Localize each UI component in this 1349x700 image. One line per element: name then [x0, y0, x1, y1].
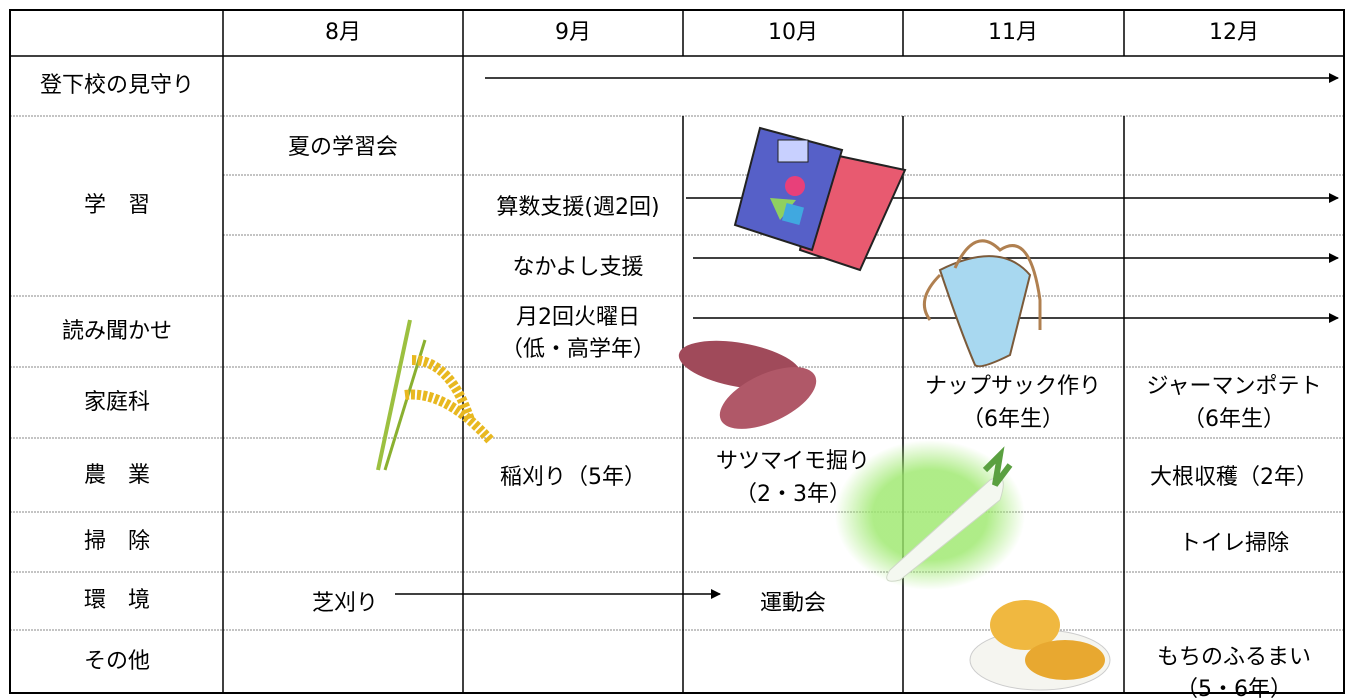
entry-text: 芝刈り [312, 591, 378, 616]
header-cell: 9月 [555, 20, 591, 45]
row-label: 環 境 [84, 588, 150, 613]
books-illustration [733, 126, 907, 272]
header-cell: 11月 [988, 20, 1038, 45]
mochi-illustration [969, 600, 1111, 691]
arrows [395, 73, 1339, 599]
entry-text: （2・3年） [735, 482, 851, 507]
entry-text: 大根収穫（2年） [1150, 465, 1318, 490]
entry-text: （5・6年） [1176, 677, 1292, 700]
entry-text: 月2回火曜日 [516, 305, 640, 330]
entry-text: （低・高学年） [501, 337, 655, 362]
rice-illustration [376, 319, 494, 471]
entry-text: ナップサック作り [925, 374, 1101, 399]
row-label: その他 [84, 649, 150, 674]
row-label: 家庭科 [84, 390, 150, 415]
illustrations [376, 126, 1111, 691]
entry-text: サツマイモ掘り [716, 449, 870, 474]
sweet-potato-illustration [678, 340, 817, 429]
daikon-illustration [835, 440, 1025, 590]
entry-text: （6年生） [962, 407, 1064, 432]
entry-text: 夏の学習会 [288, 135, 398, 160]
entry-text: 算数支援(週2回) [496, 195, 659, 220]
row-label: 農 業 [84, 463, 150, 488]
entry-text: 運動会 [760, 591, 826, 616]
row-label: 読み聞かせ [62, 319, 172, 344]
header-cell: 8月 [325, 20, 361, 45]
entry-text: （6年生） [1183, 407, 1285, 432]
entry-text: 稲刈り（5年） [500, 465, 646, 490]
header-cell: 12月 [1209, 20, 1259, 45]
entry-text: トイレ掃除 [1179, 531, 1289, 556]
header-cell: 10月 [768, 20, 818, 45]
row-label: 登下校の見守り [40, 73, 194, 98]
entry-text: ジャーマンポテト [1147, 374, 1322, 399]
bag-illustration [922, 239, 1042, 368]
row-label: 掃 除 [84, 529, 150, 554]
grid [9, 9, 1345, 694]
entry-text: もちのふるまい [1157, 645, 1311, 670]
row-label: 学 習 [84, 193, 150, 218]
entry-text: なかよし支援 [513, 255, 644, 280]
